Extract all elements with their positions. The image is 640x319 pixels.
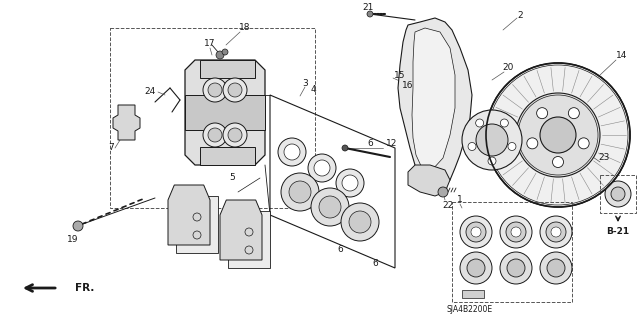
Circle shape bbox=[486, 63, 630, 207]
Circle shape bbox=[547, 259, 565, 277]
Circle shape bbox=[228, 128, 242, 142]
Circle shape bbox=[578, 138, 589, 149]
Circle shape bbox=[467, 259, 485, 277]
Text: 6: 6 bbox=[337, 246, 343, 255]
Circle shape bbox=[500, 119, 508, 127]
Polygon shape bbox=[176, 196, 218, 253]
Circle shape bbox=[605, 181, 631, 207]
Circle shape bbox=[342, 145, 348, 151]
Polygon shape bbox=[185, 60, 265, 165]
Bar bbox=[200, 60, 255, 78]
Circle shape bbox=[500, 216, 532, 248]
Circle shape bbox=[540, 117, 576, 153]
Text: 6: 6 bbox=[372, 258, 378, 268]
Text: 7: 7 bbox=[108, 144, 114, 152]
Circle shape bbox=[314, 160, 330, 176]
Bar bbox=[200, 147, 255, 165]
Circle shape bbox=[281, 173, 319, 211]
Circle shape bbox=[511, 227, 521, 237]
Circle shape bbox=[336, 169, 364, 197]
Circle shape bbox=[536, 108, 548, 119]
Circle shape bbox=[527, 138, 538, 149]
Circle shape bbox=[546, 222, 566, 242]
Circle shape bbox=[506, 222, 526, 242]
Circle shape bbox=[223, 123, 247, 147]
Text: FR.: FR. bbox=[75, 283, 94, 293]
Polygon shape bbox=[168, 185, 210, 245]
Text: 21: 21 bbox=[362, 4, 374, 12]
Circle shape bbox=[203, 123, 227, 147]
Text: 12: 12 bbox=[387, 139, 397, 149]
Circle shape bbox=[203, 78, 227, 102]
Text: 1: 1 bbox=[457, 196, 463, 204]
Text: B-21: B-21 bbox=[607, 227, 630, 236]
Circle shape bbox=[476, 124, 508, 156]
Circle shape bbox=[438, 187, 448, 197]
Bar bbox=[600, 175, 636, 213]
Circle shape bbox=[500, 252, 532, 284]
Circle shape bbox=[568, 108, 579, 119]
Circle shape bbox=[319, 196, 341, 218]
Circle shape bbox=[471, 227, 481, 237]
Circle shape bbox=[462, 110, 522, 170]
Text: 15: 15 bbox=[394, 70, 406, 79]
Text: 4: 4 bbox=[310, 85, 316, 94]
Polygon shape bbox=[412, 28, 455, 170]
Text: 24: 24 bbox=[145, 87, 156, 97]
Text: 6: 6 bbox=[302, 175, 308, 184]
Bar bbox=[452, 202, 572, 302]
Circle shape bbox=[508, 143, 516, 151]
Text: 14: 14 bbox=[616, 50, 628, 60]
Circle shape bbox=[460, 252, 492, 284]
Circle shape bbox=[73, 221, 83, 231]
Polygon shape bbox=[408, 165, 450, 196]
Circle shape bbox=[216, 51, 224, 59]
Text: 16: 16 bbox=[403, 80, 413, 90]
Circle shape bbox=[466, 222, 486, 242]
Bar bbox=[462, 290, 484, 298]
Polygon shape bbox=[398, 18, 472, 188]
Text: SJA4B2200E: SJA4B2200E bbox=[447, 306, 493, 315]
Text: 18: 18 bbox=[239, 24, 251, 33]
Circle shape bbox=[540, 216, 572, 248]
Text: 2: 2 bbox=[517, 11, 523, 19]
Circle shape bbox=[222, 49, 228, 55]
Text: 23: 23 bbox=[598, 153, 610, 162]
Circle shape bbox=[342, 175, 358, 191]
Polygon shape bbox=[220, 200, 262, 260]
Bar bbox=[185, 95, 265, 130]
Circle shape bbox=[468, 143, 476, 151]
Circle shape bbox=[516, 93, 600, 177]
Circle shape bbox=[460, 216, 492, 248]
Text: 6: 6 bbox=[367, 138, 373, 147]
Circle shape bbox=[551, 227, 561, 237]
Circle shape bbox=[552, 157, 563, 167]
Bar bbox=[110, 28, 315, 208]
Circle shape bbox=[289, 181, 311, 203]
Polygon shape bbox=[228, 211, 270, 268]
Circle shape bbox=[284, 144, 300, 160]
Text: 17: 17 bbox=[204, 40, 216, 48]
Circle shape bbox=[278, 138, 306, 166]
Circle shape bbox=[308, 154, 336, 182]
Circle shape bbox=[208, 128, 222, 142]
Circle shape bbox=[507, 259, 525, 277]
Text: 5: 5 bbox=[229, 174, 235, 182]
Circle shape bbox=[208, 83, 222, 97]
Circle shape bbox=[349, 211, 371, 233]
Circle shape bbox=[540, 252, 572, 284]
Circle shape bbox=[223, 78, 247, 102]
Text: 20: 20 bbox=[502, 63, 514, 72]
Circle shape bbox=[311, 188, 349, 226]
Text: 22: 22 bbox=[442, 201, 454, 210]
Circle shape bbox=[367, 11, 373, 17]
Circle shape bbox=[476, 119, 484, 127]
Polygon shape bbox=[113, 105, 140, 140]
Circle shape bbox=[228, 83, 242, 97]
Text: 3: 3 bbox=[302, 78, 308, 87]
Circle shape bbox=[611, 187, 625, 201]
Circle shape bbox=[341, 203, 379, 241]
Circle shape bbox=[488, 157, 496, 165]
Text: 19: 19 bbox=[67, 235, 79, 244]
